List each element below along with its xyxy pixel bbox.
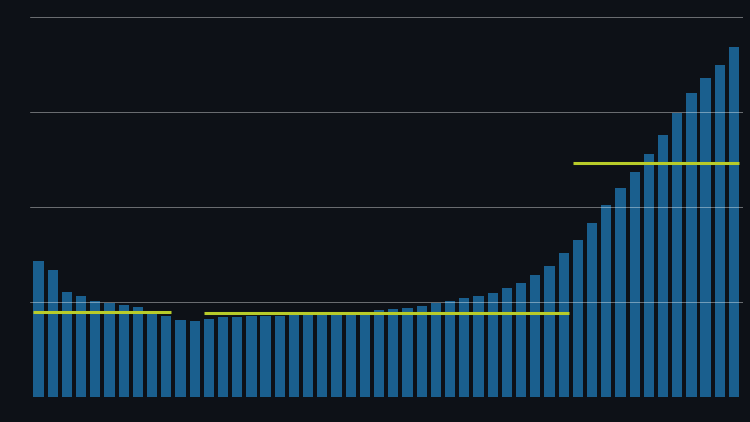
Bar [232,317,242,397]
Bar [473,296,484,397]
Bar [388,309,398,397]
Bar [274,316,285,397]
Bar [416,306,427,397]
Bar [403,308,412,397]
Bar [459,298,470,397]
Bar [615,188,626,397]
Bar [602,205,611,397]
Bar [246,316,256,397]
Bar [530,275,541,397]
Bar [260,316,271,397]
Bar [303,315,313,397]
Bar [118,305,129,397]
Bar [700,78,711,397]
Bar [62,292,72,397]
Bar [644,154,654,397]
Bar [672,113,682,397]
Bar [34,261,44,397]
Bar [133,307,143,397]
Bar [190,321,200,397]
Bar [147,311,158,397]
Bar [218,317,228,397]
Bar [346,313,356,397]
Bar [686,93,697,397]
Bar [161,316,171,397]
Bar [430,303,441,397]
Bar [47,270,58,397]
Bar [516,283,526,397]
Bar [573,240,583,397]
Bar [658,135,668,397]
Bar [629,172,640,397]
Bar [76,296,86,397]
Bar [559,254,568,397]
Bar [374,310,384,397]
Bar [332,314,342,397]
Bar [204,319,214,397]
Bar [176,320,185,397]
Bar [502,288,512,397]
Bar [445,300,455,397]
Bar [90,300,101,397]
Bar [317,315,328,397]
Bar [360,311,370,397]
Bar [104,303,115,397]
Bar [729,47,739,397]
Bar [488,293,498,397]
Bar [289,316,299,397]
Bar [715,65,725,397]
Bar [544,266,554,397]
Bar [587,223,597,397]
